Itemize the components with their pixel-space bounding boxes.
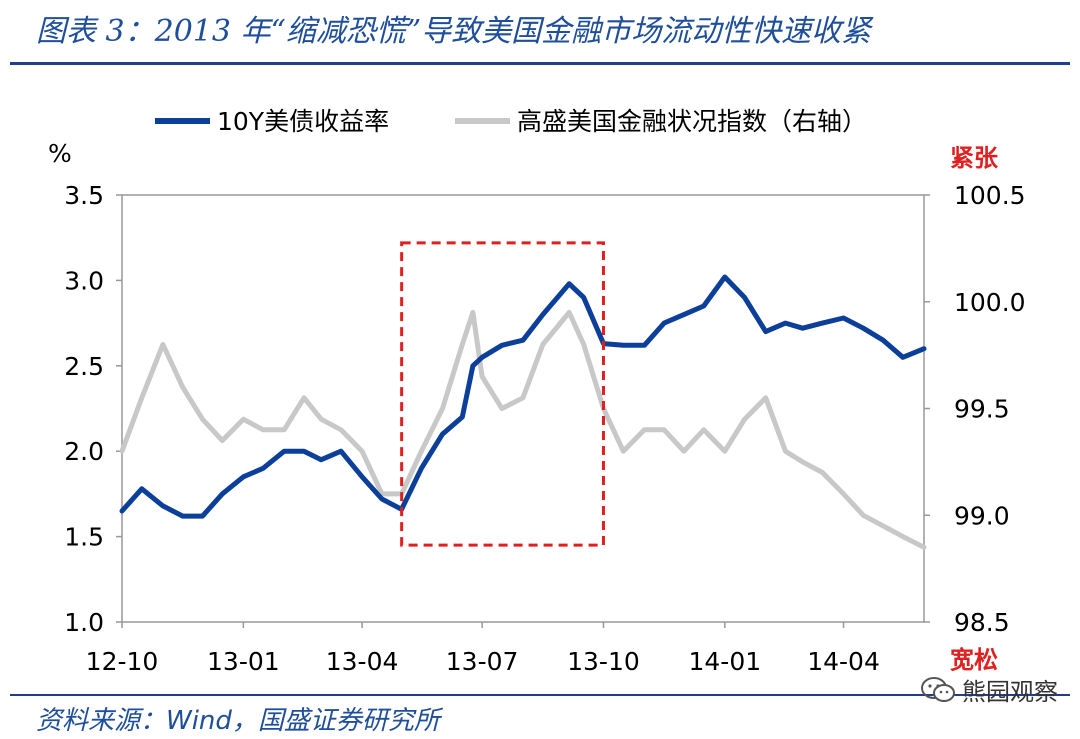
y-left-tick-label: 1.0 <box>64 608 104 637</box>
highlight-layer <box>400 241 605 547</box>
legend-label-series-2: 高盛美国金融状况指数（右轴） <box>517 107 867 136</box>
watermark-text: 熊园观察 <box>962 678 1058 706</box>
y-left-tick-label: 1.5 <box>64 523 104 552</box>
y-left-tick-label: 2.5 <box>64 352 104 381</box>
y-right-tick-label: 100.0 <box>954 288 1026 317</box>
legend-label-series-1: 10Y美债收益率 <box>217 107 389 136</box>
x-tick-label: 12-10 <box>86 647 159 676</box>
x-ticks: 12-10 13-01 13-04 13-07 13-10 14-01 14-04 <box>86 622 880 676</box>
plot-frame <box>121 194 925 623</box>
y-left-unit: % <box>48 139 72 168</box>
y-left-tick-label: 3.5 <box>64 181 104 210</box>
x-tick-label: 13-07 <box>446 647 519 676</box>
y-left-tick-label: 3.0 <box>64 266 104 295</box>
source-note: 资料来源：Wind，国盛证券研究所 <box>36 706 440 736</box>
y-left-tick-label: 2.0 <box>64 437 104 466</box>
wechat-icon <box>921 676 955 702</box>
y-left-ticks: 1.0 1.5 2.0 2.5 3.0 3.5 <box>64 181 122 637</box>
series-layer <box>119 274 927 550</box>
y-right-bottom-label: 宽松 <box>950 646 998 674</box>
footer-divider <box>10 694 1070 696</box>
x-tick-label: 14-01 <box>688 647 761 676</box>
x-tick-label: 14-04 <box>807 647 880 676</box>
y-right-tick-label: 99.5 <box>954 395 1010 424</box>
x-tick-label: 13-04 <box>326 647 399 676</box>
y-right-tick-label: 99.0 <box>954 501 1010 530</box>
highlight-box <box>400 241 605 547</box>
title-divider <box>10 62 1070 65</box>
chart-title: 图表 3：2013 年“缩减恐慌”导致美国金融市场流动性快速收紧 <box>36 14 872 49</box>
legend: 10Y美债收益率 高盛美国金融状况指数（右轴） <box>155 107 867 136</box>
series-line-2 <box>119 309 927 550</box>
x-tick-label: 13-01 <box>207 647 280 676</box>
y-right-tick-label: 100.5 <box>954 181 1026 210</box>
y-right-tick-label: 98.5 <box>954 608 1010 637</box>
x-tick-label: 13-10 <box>567 647 640 676</box>
y-right-top-label: 紧张 <box>950 144 999 172</box>
watermark: 熊园观察 <box>920 672 1058 707</box>
series-line-1 <box>119 274 927 519</box>
y-right-ticks: 98.5 99.0 99.5 100.0 100.5 <box>924 181 1026 637</box>
chart: 10Y美债收益率 高盛美国金融状况指数（右轴） % 紧张 宽松 1.0 1.5 2.… <box>48 107 1026 676</box>
